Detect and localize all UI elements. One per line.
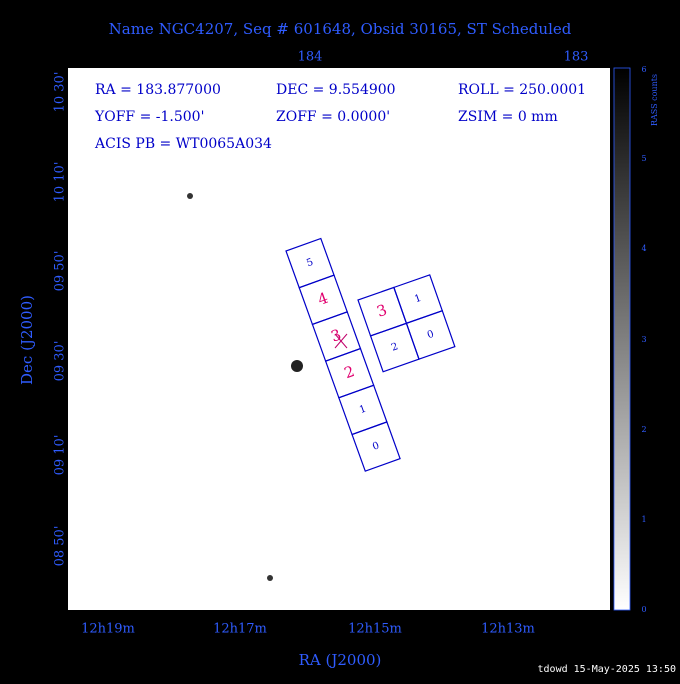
y-axis-label: Dec (J2000) [18, 295, 36, 385]
chip-label: 1 [413, 293, 423, 305]
bottom-tick: 12h13m [481, 622, 535, 637]
cb-tick: 6 [641, 65, 646, 74]
left-tick: 09 50' [53, 251, 68, 292]
bottom-tick: 12h19m [81, 622, 135, 637]
chip-label: 0 [371, 440, 381, 453]
chip [351, 421, 401, 472]
info-block: RA = 183.877000 DEC = 9.554900 ROLL = 25… [94, 82, 586, 152]
left-tick: 08 50' [53, 526, 68, 567]
chip-label: 0 [426, 329, 436, 341]
info-ra: RA = 183.877000 [95, 82, 221, 98]
aimpoint [334, 333, 348, 349]
info-zoff: ZOFF = 0.0000' [276, 109, 390, 125]
left-tick: 09 30' [53, 341, 68, 382]
info-zsim: ZSIM = 0 mm [458, 109, 558, 125]
info-acis-pb: ACIS PB = WT0065A034 [94, 136, 272, 152]
colorbar-label: RASS counts [650, 74, 659, 126]
cb-tick: 4 [641, 244, 646, 253]
left-tick: 09 10' [53, 435, 68, 476]
info-dec: DEC = 9.554900 [276, 82, 396, 98]
bottom-tick: 12h17m [213, 622, 267, 637]
chip [405, 309, 456, 360]
axis-labels: 184 183 10 30' 10 10' 09 50' 09 30' 09 1… [18, 50, 588, 670]
top-tick: 184 [298, 50, 323, 65]
info-yoff: YOFF = -1.500' [94, 109, 204, 125]
cb-tick: 1 [641, 515, 646, 524]
info-roll: ROLL = 250.0001 [458, 82, 586, 98]
chip-label: 5 [305, 257, 315, 270]
left-tick: 10 10' [53, 162, 68, 203]
cb-tick: 5 [641, 154, 646, 163]
chip-label: 1 [358, 404, 368, 417]
footer: tdowd 15-May-2025 13:50 [538, 664, 676, 675]
colorbar: RASS counts 0 1 2 3 4 5 6 [613, 65, 659, 614]
left-tick: 10 30' [53, 72, 68, 113]
cb-tick: 0 [641, 605, 646, 614]
top-tick: 183 [564, 50, 589, 65]
x-axis-label: RA (J2000) [299, 651, 382, 669]
cb-tick: 2 [641, 425, 646, 434]
title: Name NGC4207, Seq # 601648, Obsid 30165,… [109, 20, 572, 38]
cb-tick: 3 [641, 335, 646, 344]
chip-label: 2 [390, 341, 400, 353]
bottom-tick: 12h15m [348, 622, 402, 637]
